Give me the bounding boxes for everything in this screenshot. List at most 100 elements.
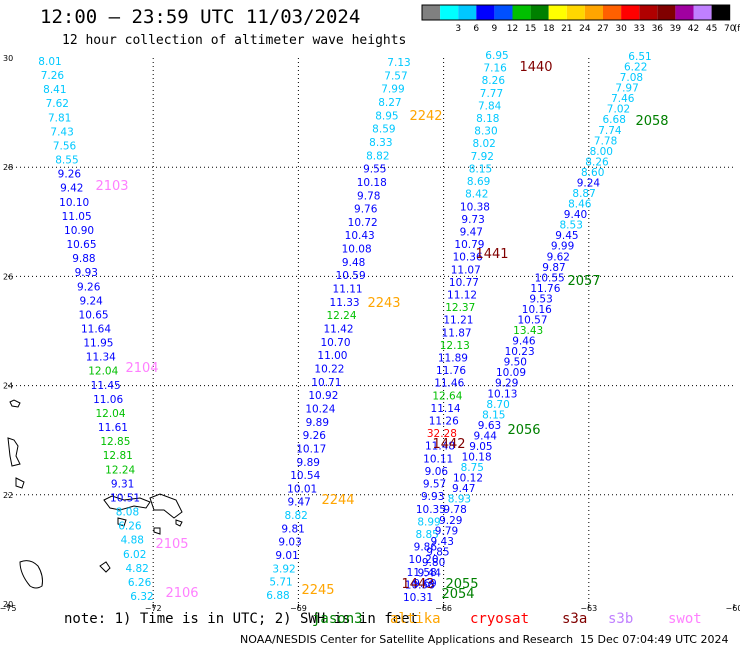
track-2054-2058: 6.516.227.087.977.467.026.687.747.788.00… <box>413 51 668 602</box>
pass-time-label: 2056 <box>507 423 540 438</box>
wave-height-value: 12.64 <box>432 390 462 402</box>
satellite-legend-jason3: jason3 <box>312 611 363 627</box>
wave-height-value: 10.72 <box>348 217 378 229</box>
wave-height-value: 12.04 <box>88 366 118 378</box>
wave-height-value: 8.26 <box>482 75 506 87</box>
legend-tick-label: 33 <box>633 24 644 34</box>
legend-tick-label: 24 <box>579 24 591 34</box>
wave-height-value: 11.87 <box>442 327 472 339</box>
wave-height-value: 9.03 <box>278 537 301 549</box>
legend-tick-label: 21 <box>561 24 572 34</box>
wave-height-value: 10.70 <box>320 337 350 349</box>
wave-height-value: 9.93 <box>75 267 98 279</box>
wave-height-value: 7.92 <box>471 151 494 163</box>
wave-height-value: 9.53 <box>529 293 552 305</box>
wave-height-value: 8.55 <box>55 155 78 167</box>
wave-height-value: 11.64 <box>81 324 111 336</box>
wave-height-value: 9.05 <box>469 441 492 453</box>
wave-height-value: 9.93 <box>421 491 444 503</box>
wave-height-value: 11.21 <box>443 315 473 327</box>
wave-height-value: 11.12 <box>447 289 477 301</box>
pass-time-label: 2103 <box>95 179 128 194</box>
legend-swatch <box>422 5 441 20</box>
wave-height-value: 11.07 <box>451 264 481 276</box>
wave-height-value: 11.42 <box>323 324 353 336</box>
wave-height-value: 8.69 <box>467 176 490 188</box>
wave-height-value: 12.24 <box>105 464 135 476</box>
coastline <box>149 493 183 519</box>
wave-height-value: 9.40 <box>564 209 587 221</box>
wave-height-value: 4.88 <box>121 535 144 547</box>
wave-height-value: 9.69 <box>413 578 436 590</box>
legend-swatch <box>530 5 549 20</box>
wave-height-value: 11.48 <box>425 441 455 453</box>
lon-tick-label: −72 <box>145 604 162 612</box>
wave-height-value: 32.28 <box>427 428 457 440</box>
wave-height-value: 11.58 <box>407 567 437 579</box>
wave-height-value: 9.45 <box>555 230 578 242</box>
pass-time-label: 2105 <box>155 537 188 552</box>
legend-swatch <box>639 5 658 20</box>
wave-height-value: 10.17 <box>296 443 326 455</box>
wave-height-value: 8.01 <box>38 56 61 68</box>
footer-credit: NOAA/NESDIS Center for Satellite Applica… <box>240 633 574 646</box>
wave-height-value: 7.97 <box>615 83 638 95</box>
wave-height-value: 10.55 <box>535 272 565 284</box>
wave-height-value: 8.53 <box>560 220 583 232</box>
pass-time-label: 2104 <box>125 361 158 376</box>
wave-height-value: 11.95 <box>83 338 113 350</box>
lon-tick-label: −60 <box>726 604 740 612</box>
pass-time-label: 2057 <box>567 274 600 289</box>
coastline <box>103 495 151 511</box>
wave-height-value: 9.47 <box>287 497 310 509</box>
wave-height-value: 12.24 <box>326 310 356 322</box>
track-2242-2245: 7.137.577.998.278.958.598.338.829.5510.1… <box>266 57 442 602</box>
wave-height-value: 10.12 <box>453 473 483 485</box>
wave-height-value: 8.75 <box>461 462 484 474</box>
wave-height-value: 9.50 <box>504 357 527 369</box>
wave-height-value: 10.54 <box>290 470 320 482</box>
wave-height-value: 8.41 <box>43 84 66 96</box>
wave-height-value: 9.44 <box>418 567 442 579</box>
lon-tick-label: −69 <box>290 604 307 612</box>
wave-height-value: 10.43 <box>345 230 375 242</box>
wave-height-value: 9.87 <box>542 262 565 274</box>
wave-height-value: 8.42 <box>465 189 488 201</box>
pass-time-label: 1442 <box>432 437 465 452</box>
wave-height-value: 9.85 <box>426 546 449 558</box>
legend-swatch <box>512 5 531 20</box>
wave-height-value: 9.78 <box>357 190 380 202</box>
wave-height-value: 10.24 <box>305 403 335 415</box>
wave-height-value: 8.99 <box>417 516 440 528</box>
wave-height-value: 9.46 <box>512 336 536 348</box>
wave-height-value: 10.20 <box>408 554 438 566</box>
wave-height-value: 9.44 <box>474 430 498 442</box>
lon-tick-label: −75 <box>0 604 16 612</box>
wave-height-value: 9.73 <box>461 214 484 226</box>
legend-swatch <box>584 5 603 20</box>
wave-height-value: 10.08 <box>342 244 372 256</box>
wave-height-value: 11.00 <box>317 350 347 362</box>
track-2103-2106: 8.01 7.26 8.41 7.62 7.81 7.43 7.56 8.55 9.26 9.42… <box>38 56 198 603</box>
wave-height-value: 6.88 <box>266 590 289 602</box>
wave-height-value: 7.02 <box>607 104 630 116</box>
wave-height-value: 8.60 <box>581 167 604 179</box>
track-1440-1443: 6.957.168.267.777.848.188.308.027.928.15… <box>401 50 552 604</box>
wave-height-value: 9.29 <box>439 515 462 527</box>
wave-height-value: 12.81 <box>103 450 133 462</box>
wave-height-value: 7.81 <box>48 112 71 124</box>
wave-height-value: 10.57 <box>517 315 547 327</box>
legend-unit: (ft) <box>734 24 740 34</box>
wave-height-value: 10.18 <box>462 452 492 464</box>
wave-height-value: 7.57 <box>384 70 407 82</box>
satellite-legend-s3a: s3a <box>562 611 588 627</box>
wave-height-value: 10.23 <box>505 346 535 358</box>
wave-height-value: 10.71 <box>311 377 341 389</box>
wave-height-value: 10.51 <box>110 492 140 504</box>
legend-swatch <box>693 5 712 20</box>
wave-height-value: 13.43 <box>513 325 543 337</box>
wave-height-value: 6.51 <box>628 51 651 63</box>
wave-height-value: 9.88 <box>72 253 95 265</box>
wave-height-value: 11.14 <box>431 403 461 415</box>
legend-tick-label: 70 <box>724 24 736 34</box>
